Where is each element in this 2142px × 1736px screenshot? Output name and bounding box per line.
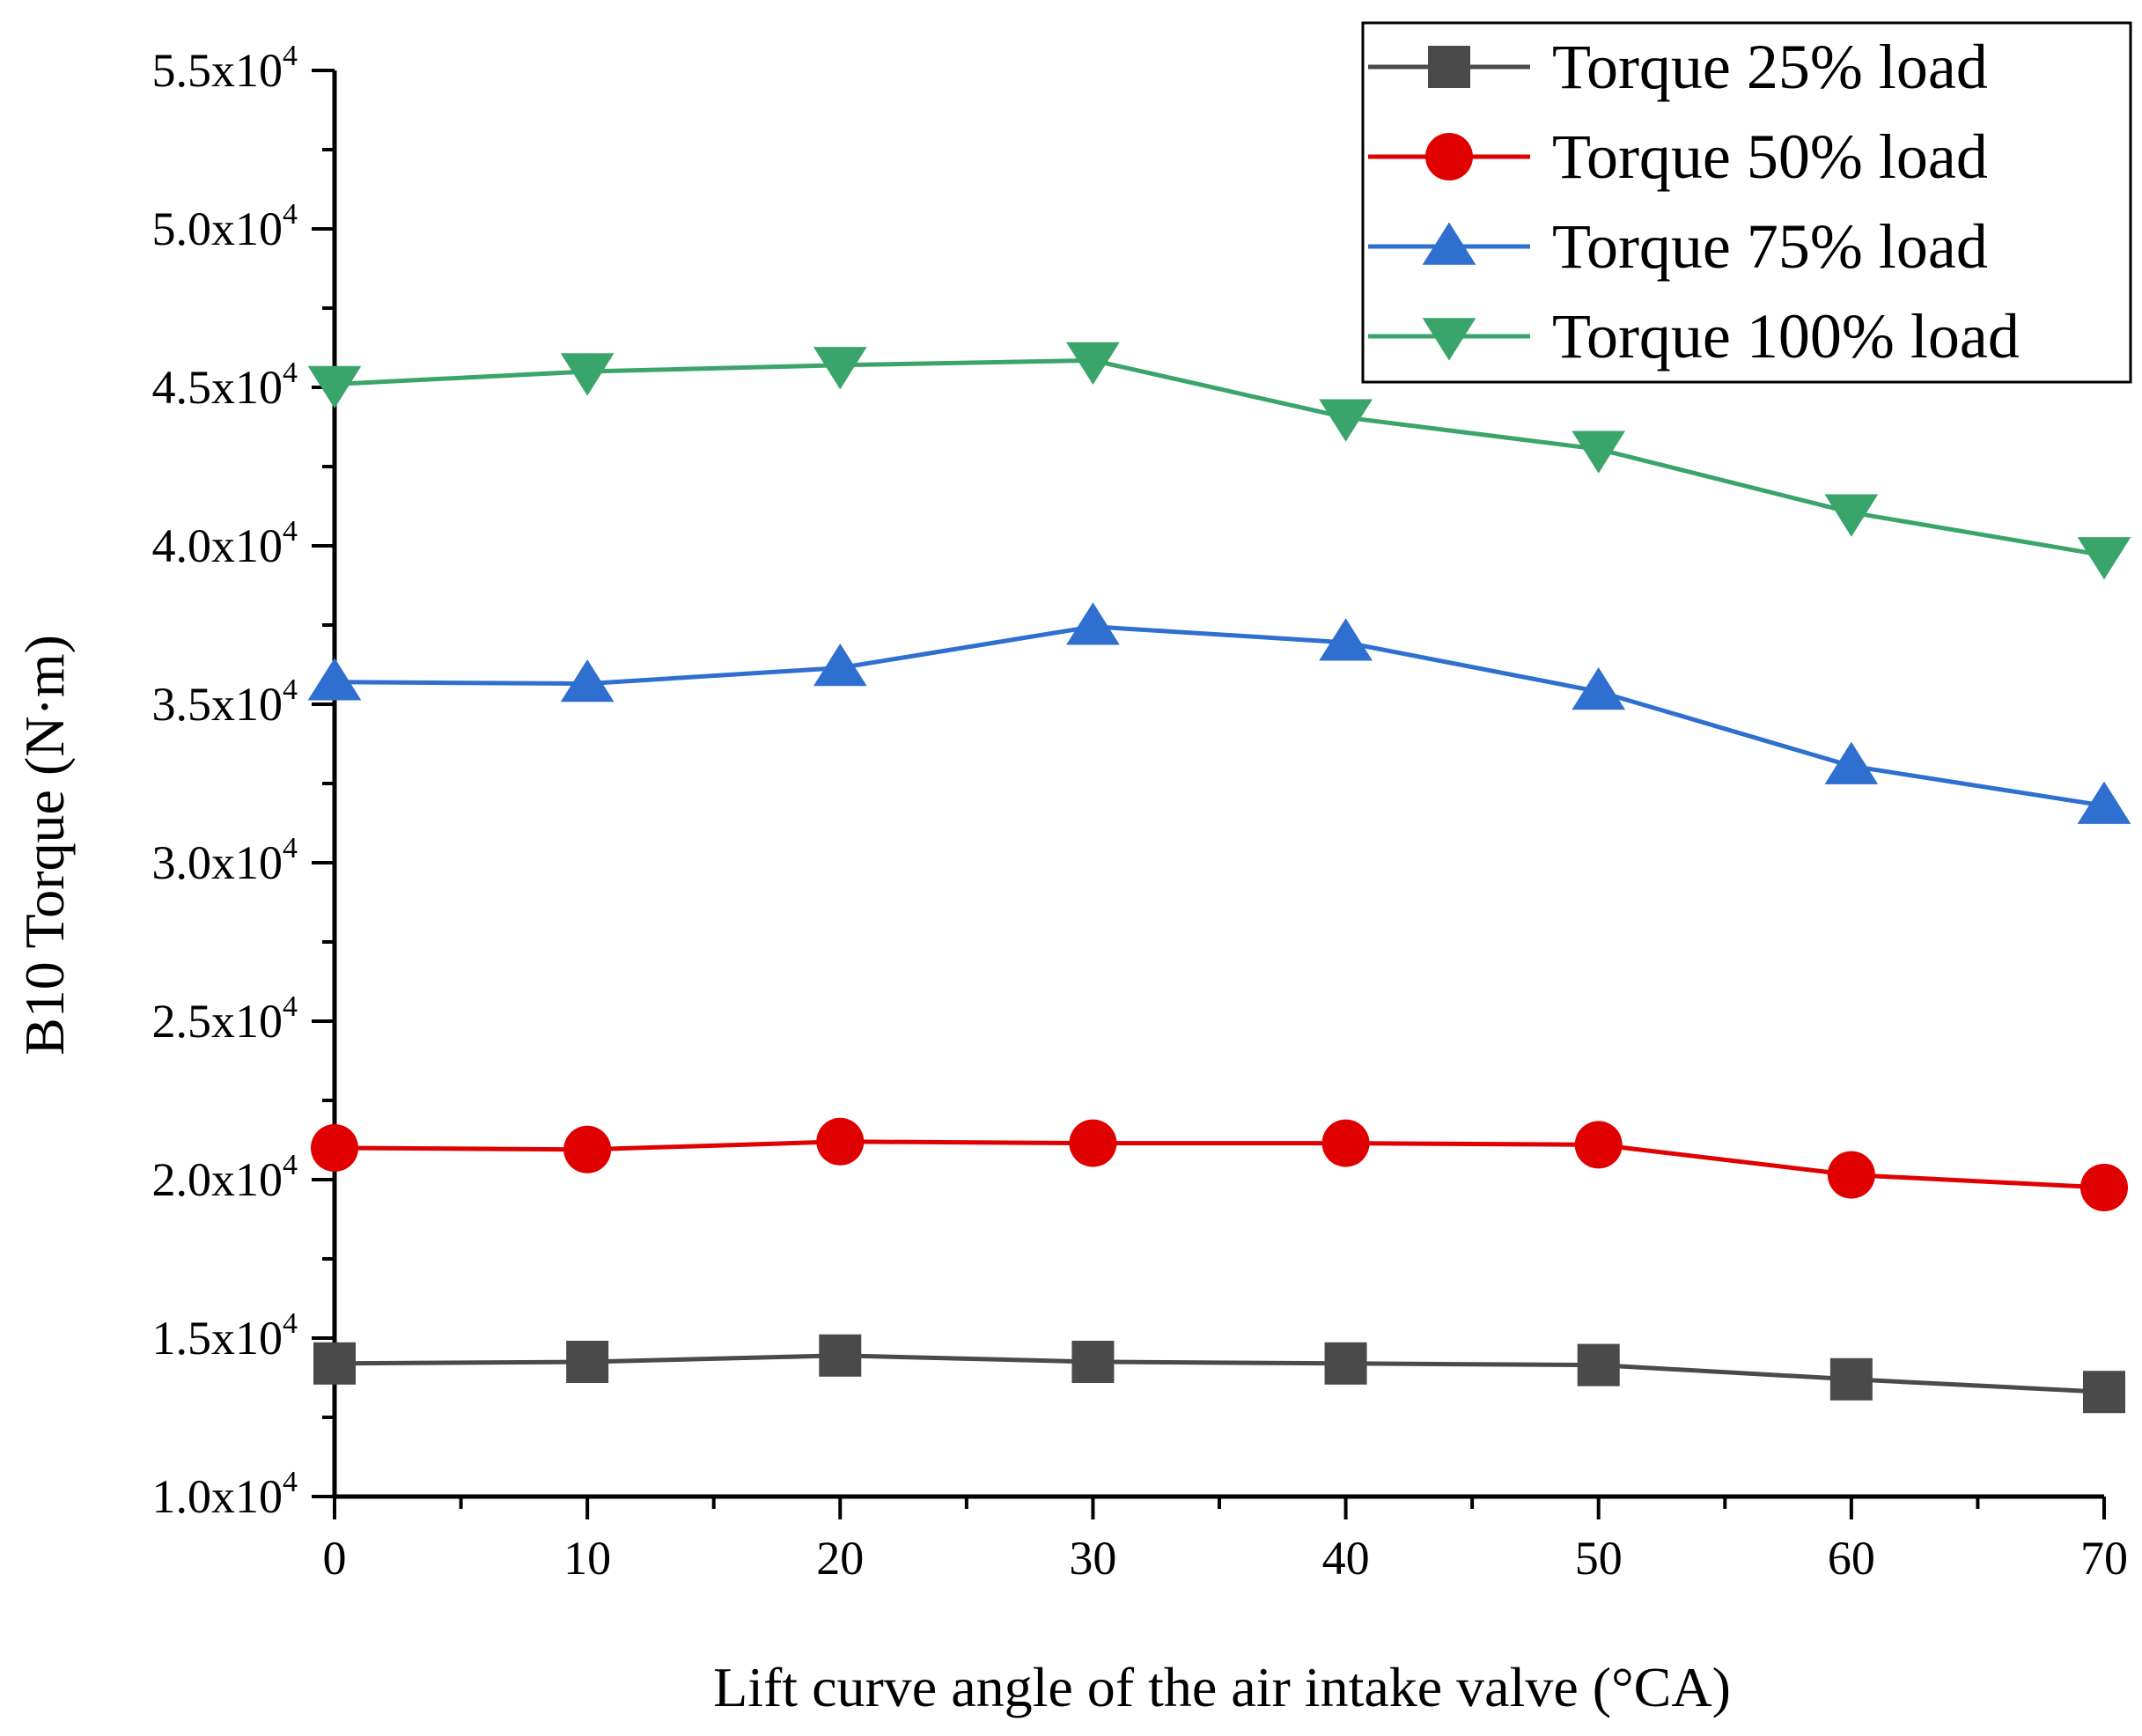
data-point [1824,741,1879,784]
y-tick-label: 1.0x104 [152,1466,298,1523]
y-axis-ticks: 1.0x104 1.5x104 2.0x104 2.5x104 3.0x104 3.5x1… [152,40,335,1523]
data-point [1829,1357,1873,1401]
data-point [813,347,867,390]
y-tick-label: 3.5x104 [152,673,298,731]
data-point [563,1125,612,1173]
series-4 [307,342,2131,580]
data-point [816,1117,865,1166]
series-line [334,1139,2105,1190]
x-tick-label: 30 [1069,1532,1116,1585]
x-tick-label: 0 [323,1532,347,1585]
data-point [2083,1371,2125,1414]
data-point [1577,1343,1620,1387]
data-point [1319,618,1373,661]
data-point [2077,537,2131,580]
legend-marker [1425,133,1473,180]
series-line [334,357,2105,558]
legend-marker [1428,46,1470,88]
data-point [1321,1119,1370,1167]
data-point [1066,602,1120,645]
data-point [2077,781,2131,824]
data-point [560,353,615,396]
data-point [1824,494,1879,537]
legend-box [1361,21,2132,384]
data-point [1572,667,1626,710]
legend-label: Torque 25% load [1552,32,1988,102]
data-point [1572,430,1626,474]
x-tick-label: 40 [1322,1532,1370,1585]
data-point [813,644,867,687]
legend-label: Torque 75% load [1552,211,1988,282]
data-point [566,1341,609,1383]
data-point [1069,1119,1117,1167]
y-tick-label: 4.0x104 [152,515,298,572]
data-point [819,1334,862,1377]
legend-label: Torque 100% load [1552,301,2020,371]
legend-entry: Torque 50% load [1368,121,1988,192]
legend-label: Torque 50% load [1552,121,1988,192]
y-tick-label: 5.5x104 [152,40,298,97]
y-tick-label: 4.5x104 [152,357,298,414]
legend: Torque 25% load Torque 50% load Torque 75%… [1361,21,2132,384]
legend-marker [1422,318,1476,361]
data-point [560,659,615,702]
series-layer [307,342,2131,1414]
y-tick-label: 3.0x104 [152,832,298,889]
data-point [1827,1151,1875,1199]
series-line [334,624,2105,808]
y-axis-title: B10 Torque (N·m) [13,635,76,1056]
series-1 [313,1334,2125,1414]
series-line [334,1353,2105,1394]
data-point [313,1342,356,1385]
x-axis-ticks: 0 10 20 30 40 50 60 70 [323,1497,2128,1585]
data-point [1071,1341,1115,1383]
x-tick-label: 20 [816,1532,864,1585]
legend-entry: Torque 100% load [1368,301,2020,371]
y-tick-label: 1.5x104 [152,1307,298,1365]
data-point [1574,1121,1623,1169]
data-point [311,1124,358,1172]
x-tick-label: 10 [563,1532,611,1585]
x-tick-label: 50 [1575,1532,1623,1585]
y-tick-label: 5.0x104 [152,198,298,255]
y-tick-label: 2.5x104 [152,990,298,1048]
x-tick-label: 60 [1828,1532,1875,1585]
legend-marker [1422,222,1476,265]
y-tick-label: 2.0x104 [152,1149,298,1206]
legend-entry: Torque 25% load [1368,32,1988,102]
data-point [307,658,362,701]
data-point [1324,1342,1367,1385]
data-point [307,365,362,408]
series-3 [307,602,2131,824]
legend-entry: Torque 75% load [1368,211,1988,282]
x-tick-label: 70 [2080,1532,2128,1585]
series-2 [311,1117,2128,1211]
data-point [2080,1164,2128,1211]
data-point [1066,342,1120,385]
x-axis-title: Lift curve angle of the air intake valve… [713,1656,1731,1718]
data-point [1319,399,1373,442]
